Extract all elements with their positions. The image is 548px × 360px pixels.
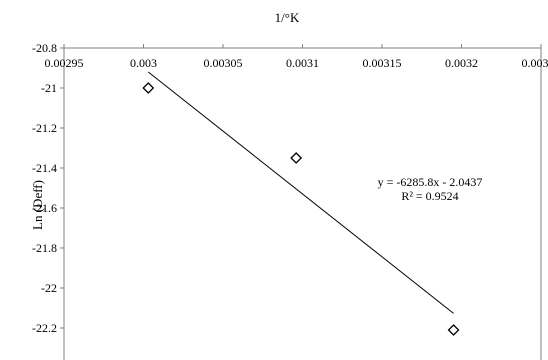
y-tick-label: -21.6 (32, 201, 57, 215)
x-tick-labels: 0.00295 0.003 0.00305 0.0031 0.00315 0.0032 0.… (45, 44, 548, 70)
trendline-group (147, 71, 454, 314)
trendline-r-squared: R² = 0.9524 (401, 189, 458, 203)
trendline (147, 71, 454, 314)
x-tick-label: 0.00295 (45, 56, 84, 70)
y-tick-label: -22.2 (32, 321, 57, 335)
y-tick-label: -21.2 (32, 121, 57, 135)
trendline-equation: y = -6285.8x - 2.0437 (378, 175, 483, 189)
y-tick-label: -21.4 (32, 161, 57, 175)
y-tick-label: -22 (41, 281, 57, 295)
data-point-diamond (142, 82, 155, 94)
x-tick-label: 0.003 (130, 56, 157, 70)
x-tick-label: 0.0031 (286, 56, 319, 70)
data-points (142, 82, 460, 336)
x-tick-label: 0.0032 (445, 56, 478, 70)
y-tick-label: -21 (41, 81, 57, 95)
y-tick-label: -21.8 (32, 241, 57, 255)
x-axis-title: 1/°K (275, 10, 300, 25)
y-axis-title: Ln (Deff) (30, 180, 45, 230)
x-tick-label: 0.00305 (204, 56, 243, 70)
x-tick-label: 0.00325 (522, 56, 548, 70)
data-point-diamond (290, 152, 303, 164)
plot-frame (63, 47, 542, 360)
data-point-diamond (447, 324, 460, 336)
y-tick-labels: -20.8-21-21.2-21.4-21.6-21.8-22-22.2-22.… (32, 41, 64, 335)
y-tick-label: -20.8 (32, 41, 57, 55)
x-tick-label: 0.00315 (363, 56, 402, 70)
